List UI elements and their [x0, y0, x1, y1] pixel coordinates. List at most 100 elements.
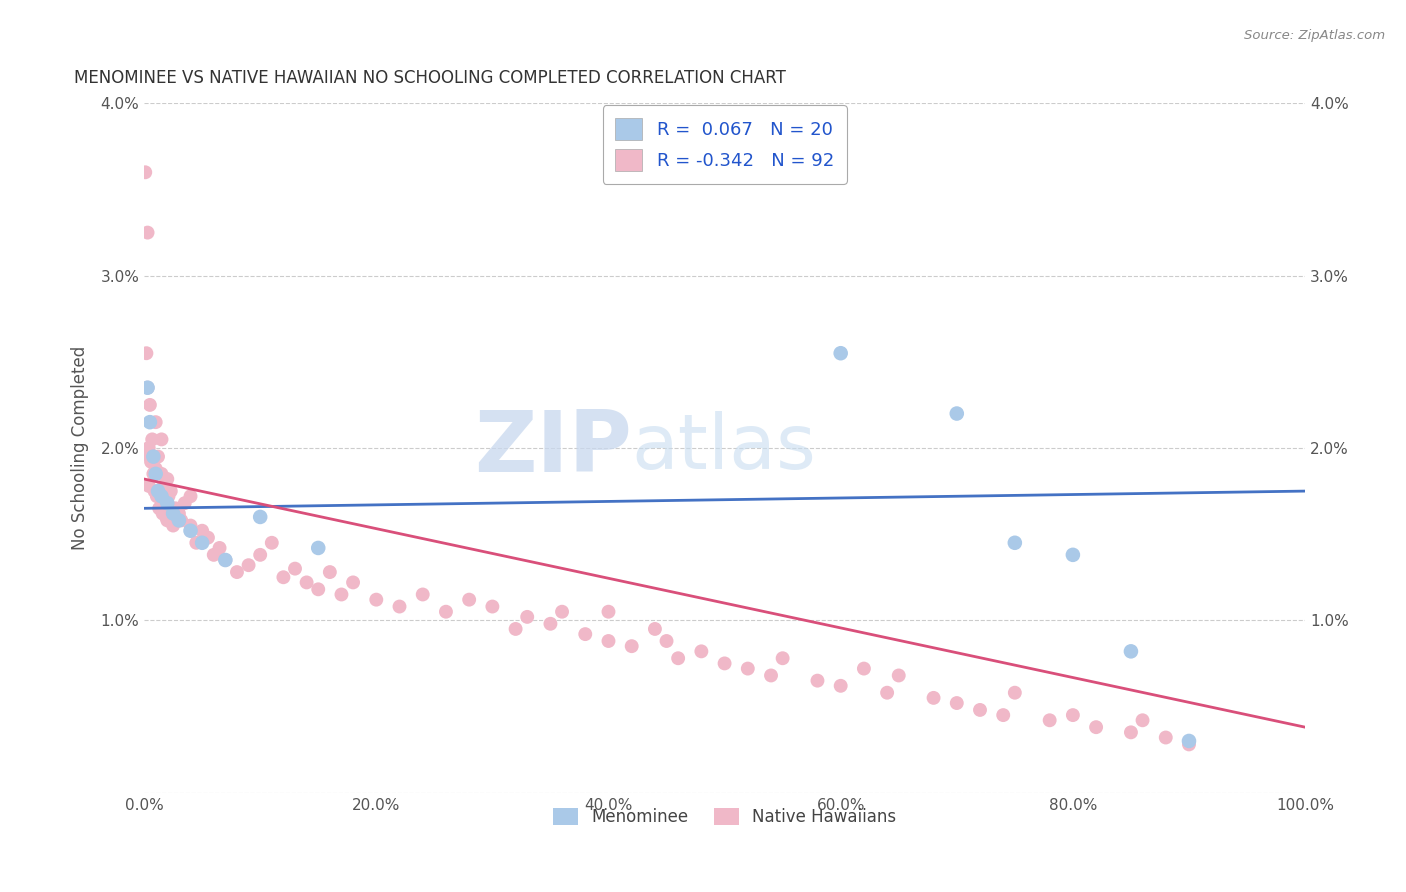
Point: [1119, 725, 1142, 739]
Text: ZIP: ZIP: [474, 407, 631, 490]
Point: [214, 553, 236, 567]
Point: [307, 582, 329, 597]
Point: [165, 501, 187, 516]
Point: [138, 479, 160, 493]
Point: [330, 587, 353, 601]
Point: [138, 441, 160, 455]
Point: [142, 450, 165, 464]
Point: [249, 548, 271, 562]
Point: [156, 513, 179, 527]
Point: [238, 558, 260, 573]
Point: [145, 461, 167, 475]
Point: [162, 518, 184, 533]
Point: [690, 644, 713, 658]
Point: [946, 407, 969, 421]
Point: [887, 668, 910, 682]
Point: [162, 507, 184, 521]
Legend: Menominee, Native Hawaiians: Menominee, Native Hawaiians: [547, 801, 903, 832]
Point: [150, 433, 173, 447]
Point: [1004, 536, 1026, 550]
Point: [1039, 713, 1062, 727]
Point: [806, 673, 828, 688]
Point: [366, 592, 388, 607]
Point: [139, 415, 162, 429]
Point: [249, 510, 271, 524]
Point: [156, 496, 179, 510]
Point: [170, 513, 193, 527]
Point: [139, 455, 162, 469]
Point: [148, 501, 170, 516]
Point: [157, 489, 180, 503]
Point: [458, 592, 481, 607]
Point: [186, 536, 208, 550]
Point: [830, 346, 852, 360]
Point: [167, 507, 190, 521]
Point: [214, 553, 236, 567]
Point: [666, 651, 689, 665]
Point: [208, 541, 231, 555]
Point: [145, 415, 167, 429]
Point: [136, 226, 159, 240]
Point: [146, 484, 169, 499]
Point: [139, 398, 162, 412]
Point: [655, 634, 678, 648]
Point: [388, 599, 411, 614]
Point: [135, 346, 157, 360]
Point: [260, 536, 283, 550]
Point: [153, 479, 176, 493]
Point: [713, 657, 735, 671]
Point: [145, 467, 167, 481]
Point: [146, 450, 169, 464]
Point: [191, 524, 214, 538]
Point: [284, 561, 307, 575]
Point: [644, 622, 666, 636]
Point: [830, 679, 852, 693]
Point: [141, 433, 163, 447]
Point: [1062, 708, 1084, 723]
Text: atlas: atlas: [631, 411, 817, 485]
Point: [598, 634, 620, 648]
Point: [772, 651, 794, 665]
Point: [551, 605, 574, 619]
Point: [146, 489, 169, 503]
Point: [295, 575, 318, 590]
Point: [139, 450, 162, 464]
Point: [1062, 548, 1084, 562]
Point: [481, 599, 503, 614]
Point: [180, 524, 202, 538]
Point: [136, 381, 159, 395]
Point: [922, 690, 945, 705]
Point: [149, 484, 172, 499]
Point: [155, 510, 177, 524]
Text: Source: ZipAtlas.com: Source: ZipAtlas.com: [1244, 29, 1385, 43]
Point: [412, 587, 434, 601]
Point: [152, 507, 174, 521]
Point: [150, 489, 173, 503]
Point: [319, 565, 342, 579]
Point: [946, 696, 969, 710]
Point: [153, 496, 176, 510]
Point: [136, 381, 159, 395]
Point: [142, 467, 165, 481]
Point: [180, 518, 202, 533]
Point: [173, 496, 195, 510]
Point: [273, 570, 295, 584]
Point: [197, 531, 219, 545]
Text: MENOMINEE VS NATIVE HAWAIIAN NO SCHOOLING COMPLETED CORRELATION CHART: MENOMINEE VS NATIVE HAWAIIAN NO SCHOOLIN…: [75, 69, 786, 87]
Point: [574, 627, 596, 641]
Point: [150, 467, 173, 481]
Point: [1154, 731, 1177, 745]
Point: [159, 484, 181, 499]
Point: [969, 703, 991, 717]
Y-axis label: No Schooling Completed: No Schooling Completed: [72, 346, 89, 550]
Point: [143, 484, 166, 499]
Point: [505, 622, 527, 636]
Point: [737, 662, 759, 676]
Point: [993, 708, 1015, 723]
Point: [167, 513, 190, 527]
Point: [159, 501, 181, 516]
Point: [191, 536, 214, 550]
Point: [1178, 734, 1201, 748]
Point: [538, 616, 561, 631]
Point: [1085, 720, 1108, 734]
